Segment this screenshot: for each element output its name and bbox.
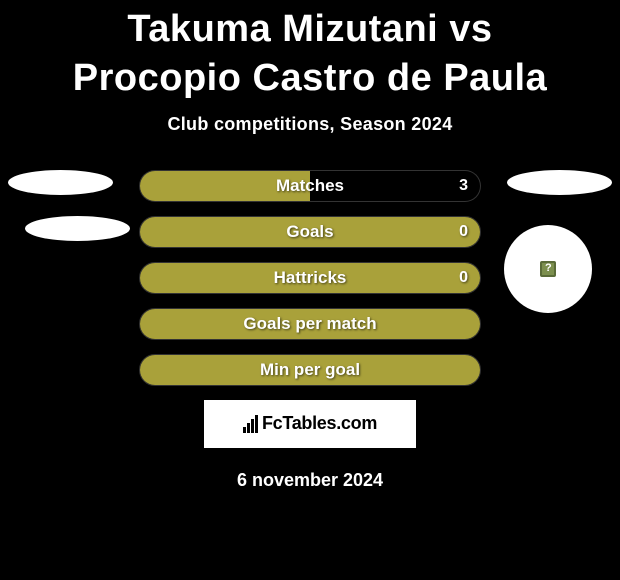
bar-value-right: 3 xyxy=(459,177,468,195)
brand-bars-icon xyxy=(243,415,258,433)
bar-label: Matches xyxy=(276,176,344,196)
stat-bar: Goals 0 xyxy=(139,216,481,248)
page-title: Takuma Mizutani vs Procopio Castro de Pa… xyxy=(10,0,610,114)
question-icon xyxy=(540,261,556,277)
brand-banner: FcTables.com xyxy=(204,400,416,448)
bar-value-right: 0 xyxy=(459,269,468,287)
decor-oval xyxy=(25,216,130,241)
bar-label: Goals per match xyxy=(243,314,376,334)
bar-label: Min per goal xyxy=(260,360,360,380)
stat-bar: Hattricks 0 xyxy=(139,262,481,294)
decor-circle xyxy=(504,225,592,313)
comparison-chart: Matches 3 Goals 0 Hattricks 0 Goals per match M… xyxy=(10,170,610,386)
page-subtitle: Club competitions, Season 2024 xyxy=(10,114,610,135)
stat-bar: Goals per match xyxy=(139,308,481,340)
brand-text: FcTables.com xyxy=(262,413,377,434)
bar-label: Hattricks xyxy=(274,268,347,288)
decor-oval xyxy=(507,170,612,195)
decor-oval xyxy=(8,170,113,195)
bar-label: Goals xyxy=(286,222,333,242)
bars-container: Matches 3 Goals 0 Hattricks 0 Goals per match M… xyxy=(139,170,481,386)
bar-value-right: 0 xyxy=(459,223,468,241)
stat-bar: Min per goal xyxy=(139,354,481,386)
date-label: 6 november 2024 xyxy=(10,470,610,491)
stat-bar: Matches 3 xyxy=(139,170,481,202)
